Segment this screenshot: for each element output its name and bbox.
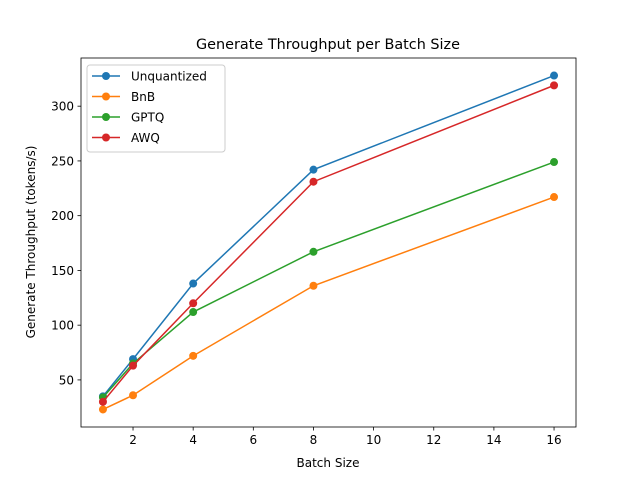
legend-marker <box>102 72 110 80</box>
y-tick-label: 100 <box>51 319 74 333</box>
legend-label: Unquantized <box>131 70 207 84</box>
data-point-bnb <box>189 351 198 360</box>
x-tick-label: 10 <box>366 433 381 447</box>
x-tick-label: 6 <box>249 433 257 447</box>
data-point-gptq <box>550 158 559 167</box>
data-point-unquantized <box>550 71 559 80</box>
data-point-awq <box>309 177 318 186</box>
chart-title: Generate Throughput per Batch Size <box>196 37 460 53</box>
data-point-unquantized <box>189 279 198 288</box>
data-point-bnb <box>98 405 107 414</box>
y-axis-label: Generate Throughput (tokens/s) <box>24 146 38 339</box>
y-tick-label: 250 <box>51 154 74 168</box>
data-point-unquantized <box>309 165 318 174</box>
data-point-gptq <box>309 247 318 256</box>
x-axis-label: Batch Size <box>297 456 360 470</box>
x-tick-label: 12 <box>426 433 441 447</box>
legend-marker <box>102 92 110 101</box>
y-tick-label: 50 <box>59 373 74 387</box>
x-tick-label: 2 <box>129 433 137 447</box>
data-point-bnb <box>550 193 559 202</box>
x-tick-label: 16 <box>546 433 561 447</box>
legend-label: BnB <box>131 90 155 104</box>
y-tick-label: 150 <box>51 264 74 278</box>
series-line-bnb <box>102 196 555 411</box>
legend-box <box>86 64 226 153</box>
x-tick-label: 8 <box>310 433 318 447</box>
data-point-awq <box>189 299 198 308</box>
x-tick-label: 14 <box>486 433 501 447</box>
x-tick-label: 4 <box>189 433 197 447</box>
y-tick-label: 300 <box>51 100 74 114</box>
legend-label: GPTQ <box>131 111 164 125</box>
data-point-gptq <box>189 308 198 317</box>
data-point-awq <box>129 361 138 370</box>
legend-label: AWQ <box>131 131 160 145</box>
y-tick-label: 200 <box>51 209 74 223</box>
legend: Unquantized BnB GPTQ AWQ <box>86 64 226 153</box>
axes-frame <box>80 57 577 428</box>
legend-marker <box>102 113 110 121</box>
data-point-bnb <box>309 281 318 290</box>
data-point-awq <box>550 81 559 90</box>
legend-marker <box>102 133 110 142</box>
data-point-awq <box>98 397 107 406</box>
data-point-bnb <box>129 391 138 400</box>
